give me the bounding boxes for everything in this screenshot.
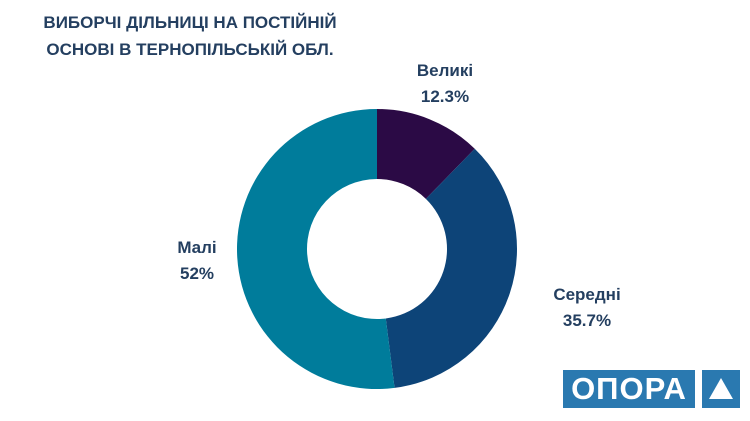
label-seredni: Середні 35.7%	[553, 285, 621, 330]
title-line-1: ВИБОРЧІ ДІЛЬНИЦІ НА ПОСТІЙНІЙ	[43, 13, 337, 32]
slice-1	[385, 148, 517, 388]
label-mali: Малі 52%	[177, 238, 217, 283]
slice-2	[237, 109, 395, 389]
opora-logo-triangle-icon	[702, 370, 740, 408]
label-velyki: Великі 12.3%	[416, 61, 474, 106]
chart-title: ВИБОРЧІ ДІЛЬНИЦІ НА ПОСТІЙНІЙ ОСНОВІ В Т…	[10, 9, 370, 63]
opora-logo-text: ОПОРА	[563, 370, 695, 408]
title-line-2: ОСНОВІ В ТЕРНОПІЛЬСЬКІЙ ОБЛ.	[46, 40, 334, 59]
slice-0	[377, 109, 475, 199]
